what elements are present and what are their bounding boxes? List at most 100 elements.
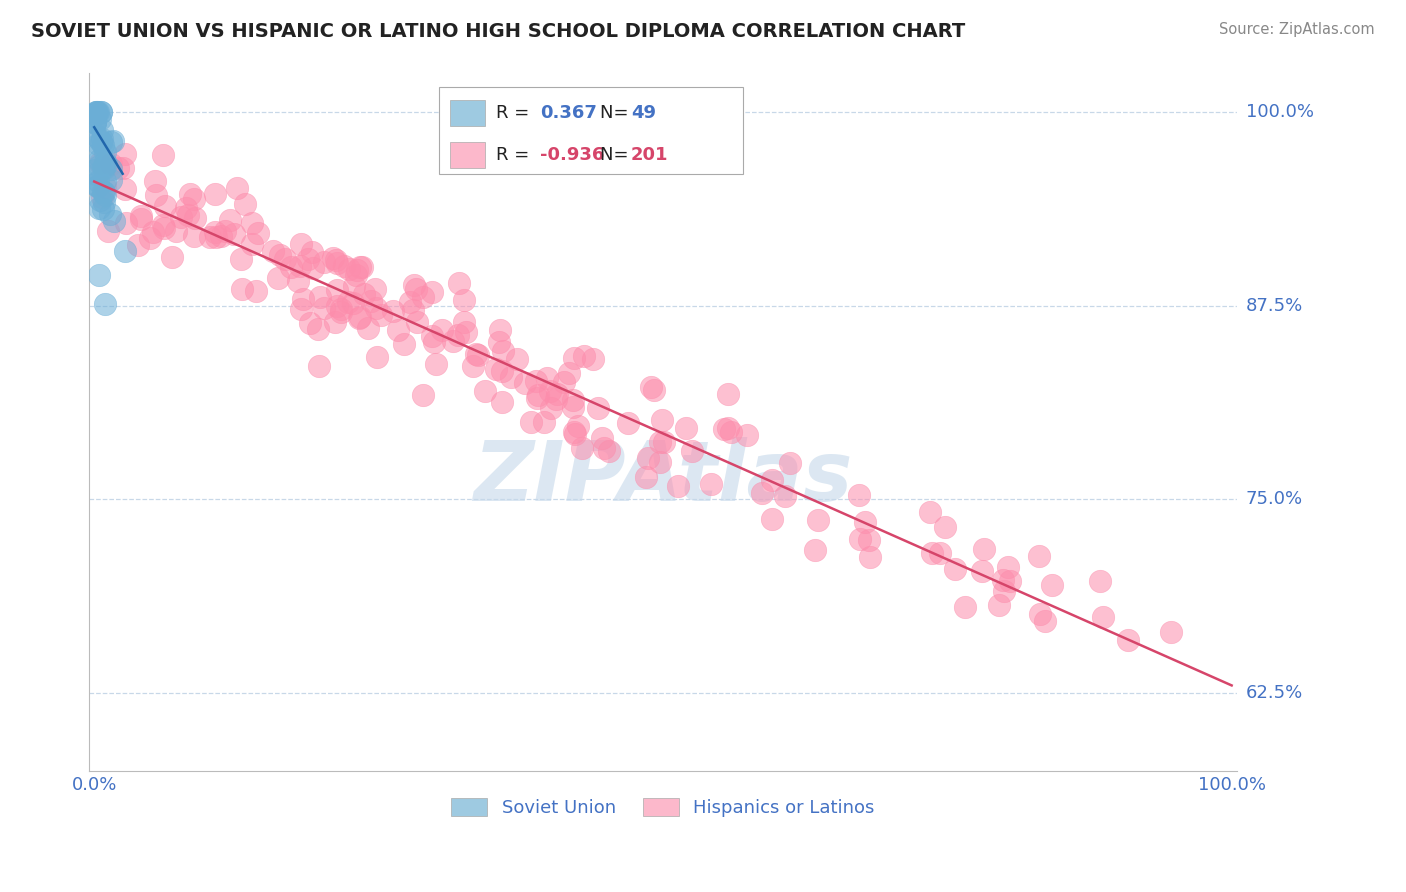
Point	[204, 225, 226, 239]
Point	[240, 216, 263, 230]
Point	[447, 277, 470, 291]
Point	[928, 546, 950, 560]
Point	[84, 116, 107, 130]
Point	[572, 349, 595, 363]
Point	[571, 441, 593, 455]
Point	[582, 352, 605, 367]
Point	[321, 251, 343, 265]
Point	[520, 416, 543, 430]
Point	[464, 347, 486, 361]
Point	[183, 228, 205, 243]
Point	[330, 305, 353, 319]
Point	[564, 427, 586, 442]
Point	[447, 327, 470, 342]
Point	[93, 161, 115, 175]
Point	[717, 387, 740, 401]
Point	[970, 565, 993, 579]
Point	[526, 388, 548, 402]
Point	[598, 444, 620, 458]
Point	[314, 301, 336, 316]
Point	[988, 599, 1011, 613]
Point	[91, 138, 114, 153]
Point	[86, 104, 108, 119]
Point	[454, 325, 477, 339]
Point	[973, 542, 995, 557]
Point	[364, 301, 387, 315]
Point	[323, 315, 346, 329]
Point	[586, 401, 609, 415]
Point	[616, 416, 638, 430]
Point	[94, 179, 117, 194]
Point	[420, 328, 443, 343]
Point	[997, 560, 1019, 574]
Point	[233, 197, 256, 211]
Point	[1160, 625, 1182, 640]
Point	[993, 583, 1015, 598]
Point	[326, 256, 349, 270]
Point	[93, 174, 115, 188]
Point	[491, 364, 513, 378]
Point	[89, 155, 111, 169]
Point	[1033, 614, 1056, 628]
Point	[420, 285, 443, 299]
Text: Source: ZipAtlas.com: Source: ZipAtlas.com	[1219, 22, 1375, 37]
Point	[485, 362, 508, 376]
Point	[807, 513, 830, 527]
Point	[301, 260, 323, 275]
Point	[713, 421, 735, 435]
Point	[209, 229, 232, 244]
Point	[90, 135, 112, 149]
Point	[357, 321, 380, 335]
Point	[325, 252, 347, 267]
Point	[666, 478, 689, 492]
Point	[720, 425, 742, 439]
Point	[114, 182, 136, 196]
Point	[96, 157, 118, 171]
Point	[492, 343, 515, 358]
Point	[288, 259, 311, 273]
Point	[370, 308, 392, 322]
Text: 62.5%: 62.5%	[1246, 684, 1303, 702]
Point	[292, 292, 315, 306]
Point	[412, 290, 434, 304]
Point	[165, 224, 187, 238]
Point	[387, 323, 409, 337]
Point	[93, 155, 115, 169]
Point	[87, 136, 110, 151]
Point	[204, 187, 226, 202]
Point	[94, 297, 117, 311]
Point	[761, 512, 783, 526]
Point	[301, 245, 323, 260]
Point	[654, 435, 676, 450]
Point	[115, 216, 138, 230]
Point	[330, 301, 353, 316]
Point	[91, 160, 114, 174]
Point	[350, 260, 373, 274]
Point	[761, 473, 783, 487]
Point	[145, 187, 167, 202]
Point	[309, 290, 332, 304]
Point	[231, 283, 253, 297]
Point	[405, 282, 427, 296]
Point	[90, 104, 112, 119]
Point	[111, 161, 134, 175]
Point	[353, 286, 375, 301]
Point	[91, 185, 114, 199]
Point	[1028, 549, 1050, 564]
Point	[100, 207, 122, 221]
Point	[945, 562, 967, 576]
Point	[93, 195, 115, 210]
Point	[558, 366, 581, 380]
Point	[179, 186, 201, 201]
Point	[344, 268, 367, 282]
Point	[934, 519, 956, 533]
Point	[225, 181, 247, 195]
Point	[84, 114, 107, 128]
Point	[402, 303, 425, 318]
Point	[506, 351, 529, 366]
Point	[562, 392, 585, 407]
Text: 100.0%: 100.0%	[1246, 103, 1313, 120]
Point	[675, 420, 697, 434]
Point	[491, 395, 513, 409]
Point	[681, 444, 703, 458]
